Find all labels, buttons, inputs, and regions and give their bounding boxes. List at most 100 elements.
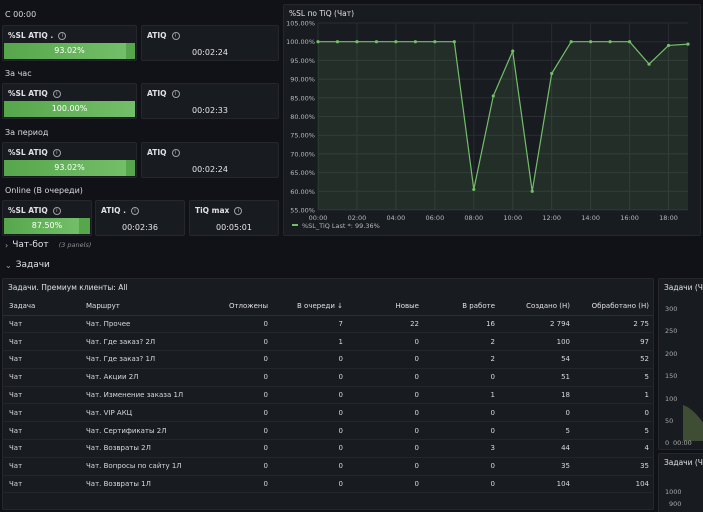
table-row[interactable]: Чат Чат. Сертификаты 2Л 0 0 0 0 5 5 <box>3 421 653 441</box>
y-tick-label: 60.00% <box>290 188 315 196</box>
stat-panel-atiq-online[interactable]: ATIQ . i 00:02:36 <box>95 200 185 236</box>
stat-panel-sl-online[interactable]: %SL ATIQ i 87.50% <box>2 200 92 236</box>
sl-tiq-chart-panel[interactable]: %SL по TiQ (Чат) 55.00% 60.00% 65.00% 70.00… <box>283 4 701 236</box>
table-cell: 1 <box>576 386 653 405</box>
info-icon[interactable]: i <box>58 31 67 40</box>
y-tick-label: 85.00% <box>290 94 315 102</box>
stat-bar: 93.02% <box>4 43 135 59</box>
data-point <box>452 40 456 44</box>
table-header-cell[interactable]: В очереди ↓ <box>274 297 349 316</box>
stat-title-text: ATIQ <box>147 89 167 98</box>
stat-panel-sl-hour[interactable]: %SL ATIQ i 100.00% <box>2 83 137 119</box>
stat-bar: 93.02% <box>4 160 135 176</box>
chevron-right-icon: › <box>5 240 9 250</box>
stat-title: ATIQ i <box>147 89 180 98</box>
row-header-label: Чат-бот <box>12 240 49 250</box>
table-cell: 0 <box>425 475 501 494</box>
info-icon[interactable]: i <box>52 148 61 157</box>
table-cell: 0 <box>210 350 274 369</box>
table-cell: Чат <box>3 439 80 458</box>
table-cell: 0 <box>425 368 501 387</box>
info-icon[interactable]: i <box>52 206 61 215</box>
stat-title-text: ATIQ . <box>101 206 126 215</box>
stat-title-text: ATIQ <box>147 148 167 157</box>
stat-title-text: %SL ATIQ <box>8 89 48 98</box>
table-cell: 0 <box>425 421 501 441</box>
table-cell: 0 <box>210 475 274 494</box>
table-cell: 0 <box>349 350 425 369</box>
table-cell: 0 <box>425 457 501 476</box>
table-header-cell[interactable]: Отложены <box>210 297 274 316</box>
table-cell: Чат <box>3 332 80 352</box>
stat-panel-atiq-today[interactable]: ATIQ i 00:02:24 <box>141 25 279 61</box>
y-tick-label: 100.00% <box>286 38 315 46</box>
stat-panel-atiq-hour[interactable]: ATIQ i 00:02:33 <box>141 83 279 119</box>
section-label-today: С 00:00 <box>5 10 37 19</box>
table-header-cell[interactable]: Задача <box>3 297 80 316</box>
info-icon[interactable]: i <box>130 206 139 215</box>
table-cell: 52 <box>576 350 653 369</box>
data-point <box>316 40 320 44</box>
table-cell: 22 <box>349 315 425 334</box>
table-cell: 97 <box>576 332 653 352</box>
table-header-cell[interactable]: Новые <box>349 297 425 316</box>
info-icon[interactable]: i <box>171 31 180 40</box>
row-header-chatbot[interactable]: › Чат-бот (3 panels) <box>5 240 91 250</box>
table-cell: 0 <box>274 421 349 441</box>
table-cell: 1 <box>425 386 501 405</box>
info-icon[interactable]: i <box>171 89 180 98</box>
stat-title-text: %SL ATIQ <box>8 206 48 215</box>
y-tick-label: 80.00% <box>290 113 315 121</box>
info-icon[interactable]: i <box>234 206 243 215</box>
data-point <box>627 40 632 44</box>
table-header-cell[interactable]: Создано (Н) <box>501 297 576 316</box>
side-chart-y-tick: 300 <box>665 305 678 313</box>
side-chart-panel-2[interactable]: Задачи (Ча 1000 900 <box>658 453 703 512</box>
stat-panel-tiqmax-online[interactable]: TiQ max i 00:05:01 <box>189 200 279 236</box>
y-tick-label: 75.00% <box>290 132 315 140</box>
stat-title-text: TiQ max <box>195 206 230 215</box>
info-icon[interactable]: i <box>171 148 180 157</box>
table-row[interactable]: Чат Чат. Изменение заказа 1Л 0 0 0 1 18 1 <box>3 386 653 405</box>
legend-label: %SL_TiQ Last *: 99.36% <box>302 222 380 230</box>
data-point <box>355 40 359 44</box>
data-point <box>374 40 379 44</box>
stat-value: 87.50% <box>31 221 63 230</box>
table-cell: 0 <box>274 403 349 423</box>
table-row[interactable]: Чат Чат. Возвраты 2Л 0 0 0 3 44 4 <box>3 439 653 458</box>
tasks-table-panel[interactable]: Задачи. Премиум клиенты: All Задача Маршр… <box>2 278 654 510</box>
side-chart-panel-1[interactable]: Задачи (Ча 300 250 200 150 100 50 0 00:00 <box>658 278 703 450</box>
table-row[interactable]: Чат Чат. VIP АКЦ 0 0 0 0 0 0 <box>3 403 653 423</box>
data-point <box>666 43 671 48</box>
line-chart[interactable]: 55.00% 60.00% 65.00% 70.00% 75.00% 80.00% 85.0… <box>284 5 702 237</box>
table-header-row: Задача Маршрут Отложены В очереди ↓ Новые В р… <box>3 297 653 316</box>
x-tick-label: 04:00 <box>387 214 406 222</box>
info-icon[interactable]: i <box>52 89 61 98</box>
table-cell: Чат. Акции 2Л <box>80 368 210 387</box>
table-header-cell[interactable]: Обработано (Н) <box>576 297 653 316</box>
y-tick-label: 70.00% <box>290 150 315 158</box>
table-cell: 7 <box>274 315 349 334</box>
table-cell: Чат <box>3 386 80 405</box>
table-row[interactable]: Чат Чат. Акции 2Л 0 0 0 0 51 5 <box>3 368 653 387</box>
data-point <box>569 40 573 44</box>
table-row[interactable]: Чат Чат. Возвраты 1Л 0 0 0 0 104 104 <box>3 475 653 494</box>
table-cell: Чат. Возвраты 1Л <box>80 475 210 494</box>
table-title: Задачи. Премиум клиенты: All <box>8 283 128 292</box>
stat-panel-sl-today[interactable]: %SL ATIQ . i 93.02% <box>2 25 137 61</box>
table-cell: 0 <box>210 439 274 458</box>
row-header-label: Задачи <box>15 260 50 270</box>
stat-panel-atiq-period[interactable]: ATIQ i 00:02:24 <box>141 142 279 178</box>
y-tick-label: 55.00% <box>290 207 315 215</box>
table-header-cell[interactable]: В работе <box>425 297 501 316</box>
table-row[interactable]: Чат Чат. Где заказ? 1Л 0 0 0 2 54 52 <box>3 350 653 369</box>
table-row[interactable]: Чат Чат. Вопросы по сайту 1Л 0 0 0 0 35 35 <box>3 457 653 476</box>
table-header-cell[interactable]: Маршрут <box>80 297 210 316</box>
table-cell: Чат <box>3 315 80 334</box>
table-row[interactable]: Чат Чат. Прочее 0 7 22 16 2 794 2 75 <box>3 315 653 334</box>
row-header-tasks[interactable]: ⌄ Задачи <box>5 260 50 270</box>
stat-title-text: %SL ATIQ . <box>8 31 54 40</box>
stat-panel-sl-period[interactable]: %SL ATIQ i 93.02% <box>2 142 137 178</box>
table-cell: 0 <box>349 439 425 458</box>
table-row[interactable]: Чат Чат. Где заказ? 2Л 0 1 0 2 100 97 <box>3 332 653 352</box>
